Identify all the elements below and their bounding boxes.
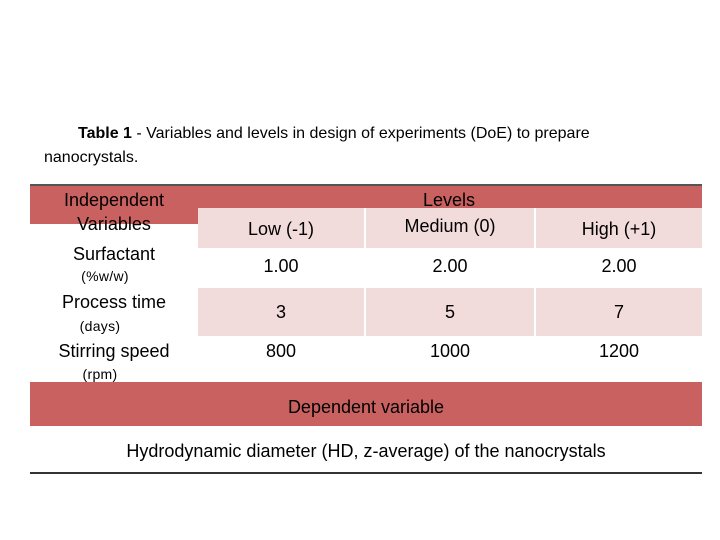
row-stirring-speed-name: Stirring speed: [58, 341, 170, 361]
column-separator: [534, 288, 536, 336]
cell-process-time-medium: 5: [444, 302, 455, 322]
header-line-2: Variables: [77, 214, 151, 234]
level-low: Low (-1): [247, 219, 314, 239]
row-surfactant-name: Surfactant: [72, 244, 156, 264]
table-top-rule: [30, 184, 702, 186]
cell-process-time-low: 3: [275, 302, 286, 322]
row-surfactant-unit: (%w/w): [81, 268, 129, 284]
caption-label: Table 1: [78, 125, 132, 142]
level-medium: Medium (0): [404, 216, 496, 236]
independent-variables-header: Independent Variables: [30, 188, 198, 236]
dependent-header-bg: [30, 382, 702, 426]
cell-stirring-speed-low: 800: [265, 341, 297, 361]
cell-process-time-high: 7: [613, 302, 624, 322]
cell-surfactant-high: 2.00: [601, 256, 637, 276]
doe-table: Independent Variables Levels Low (-1) Me…: [30, 184, 702, 476]
column-separator: [364, 288, 366, 336]
column-separator: [364, 208, 366, 248]
caption-text: - Variables and levels in design of expe…: [131, 125, 590, 142]
header-left-bg: [30, 184, 198, 224]
row-band-bg: [198, 288, 702, 336]
header-line-1: Independent: [63, 190, 165, 210]
row-process-time-unit: (days): [79, 318, 121, 334]
levels-title: Levels: [422, 190, 476, 210]
cell-stirring-speed-medium: 1000: [429, 341, 471, 361]
caption-text-2: nanocrystals.: [44, 149, 139, 166]
column-separator: [534, 208, 536, 248]
row-stirring-speed-unit: (rpm): [82, 366, 118, 382]
row-process-time-name: Process time: [61, 292, 167, 312]
dependent-variable-title: Dependent variable: [287, 397, 445, 417]
table-caption: Table 1 - Variables and levels in design…: [44, 122, 684, 170]
cell-surfactant-low: 1.00: [263, 256, 299, 276]
level-high: High (+1): [581, 219, 657, 239]
table-bottom-rule: [30, 472, 702, 474]
header-top-bg: [198, 184, 702, 208]
levels-subheader-bg: [198, 208, 702, 248]
dependent-variable-value: Hydrodynamic diameter (HD, z-average) of…: [126, 441, 606, 461]
cell-surfactant-medium: 2.00: [432, 256, 468, 276]
cell-stirring-speed-high: 1200: [598, 341, 640, 361]
